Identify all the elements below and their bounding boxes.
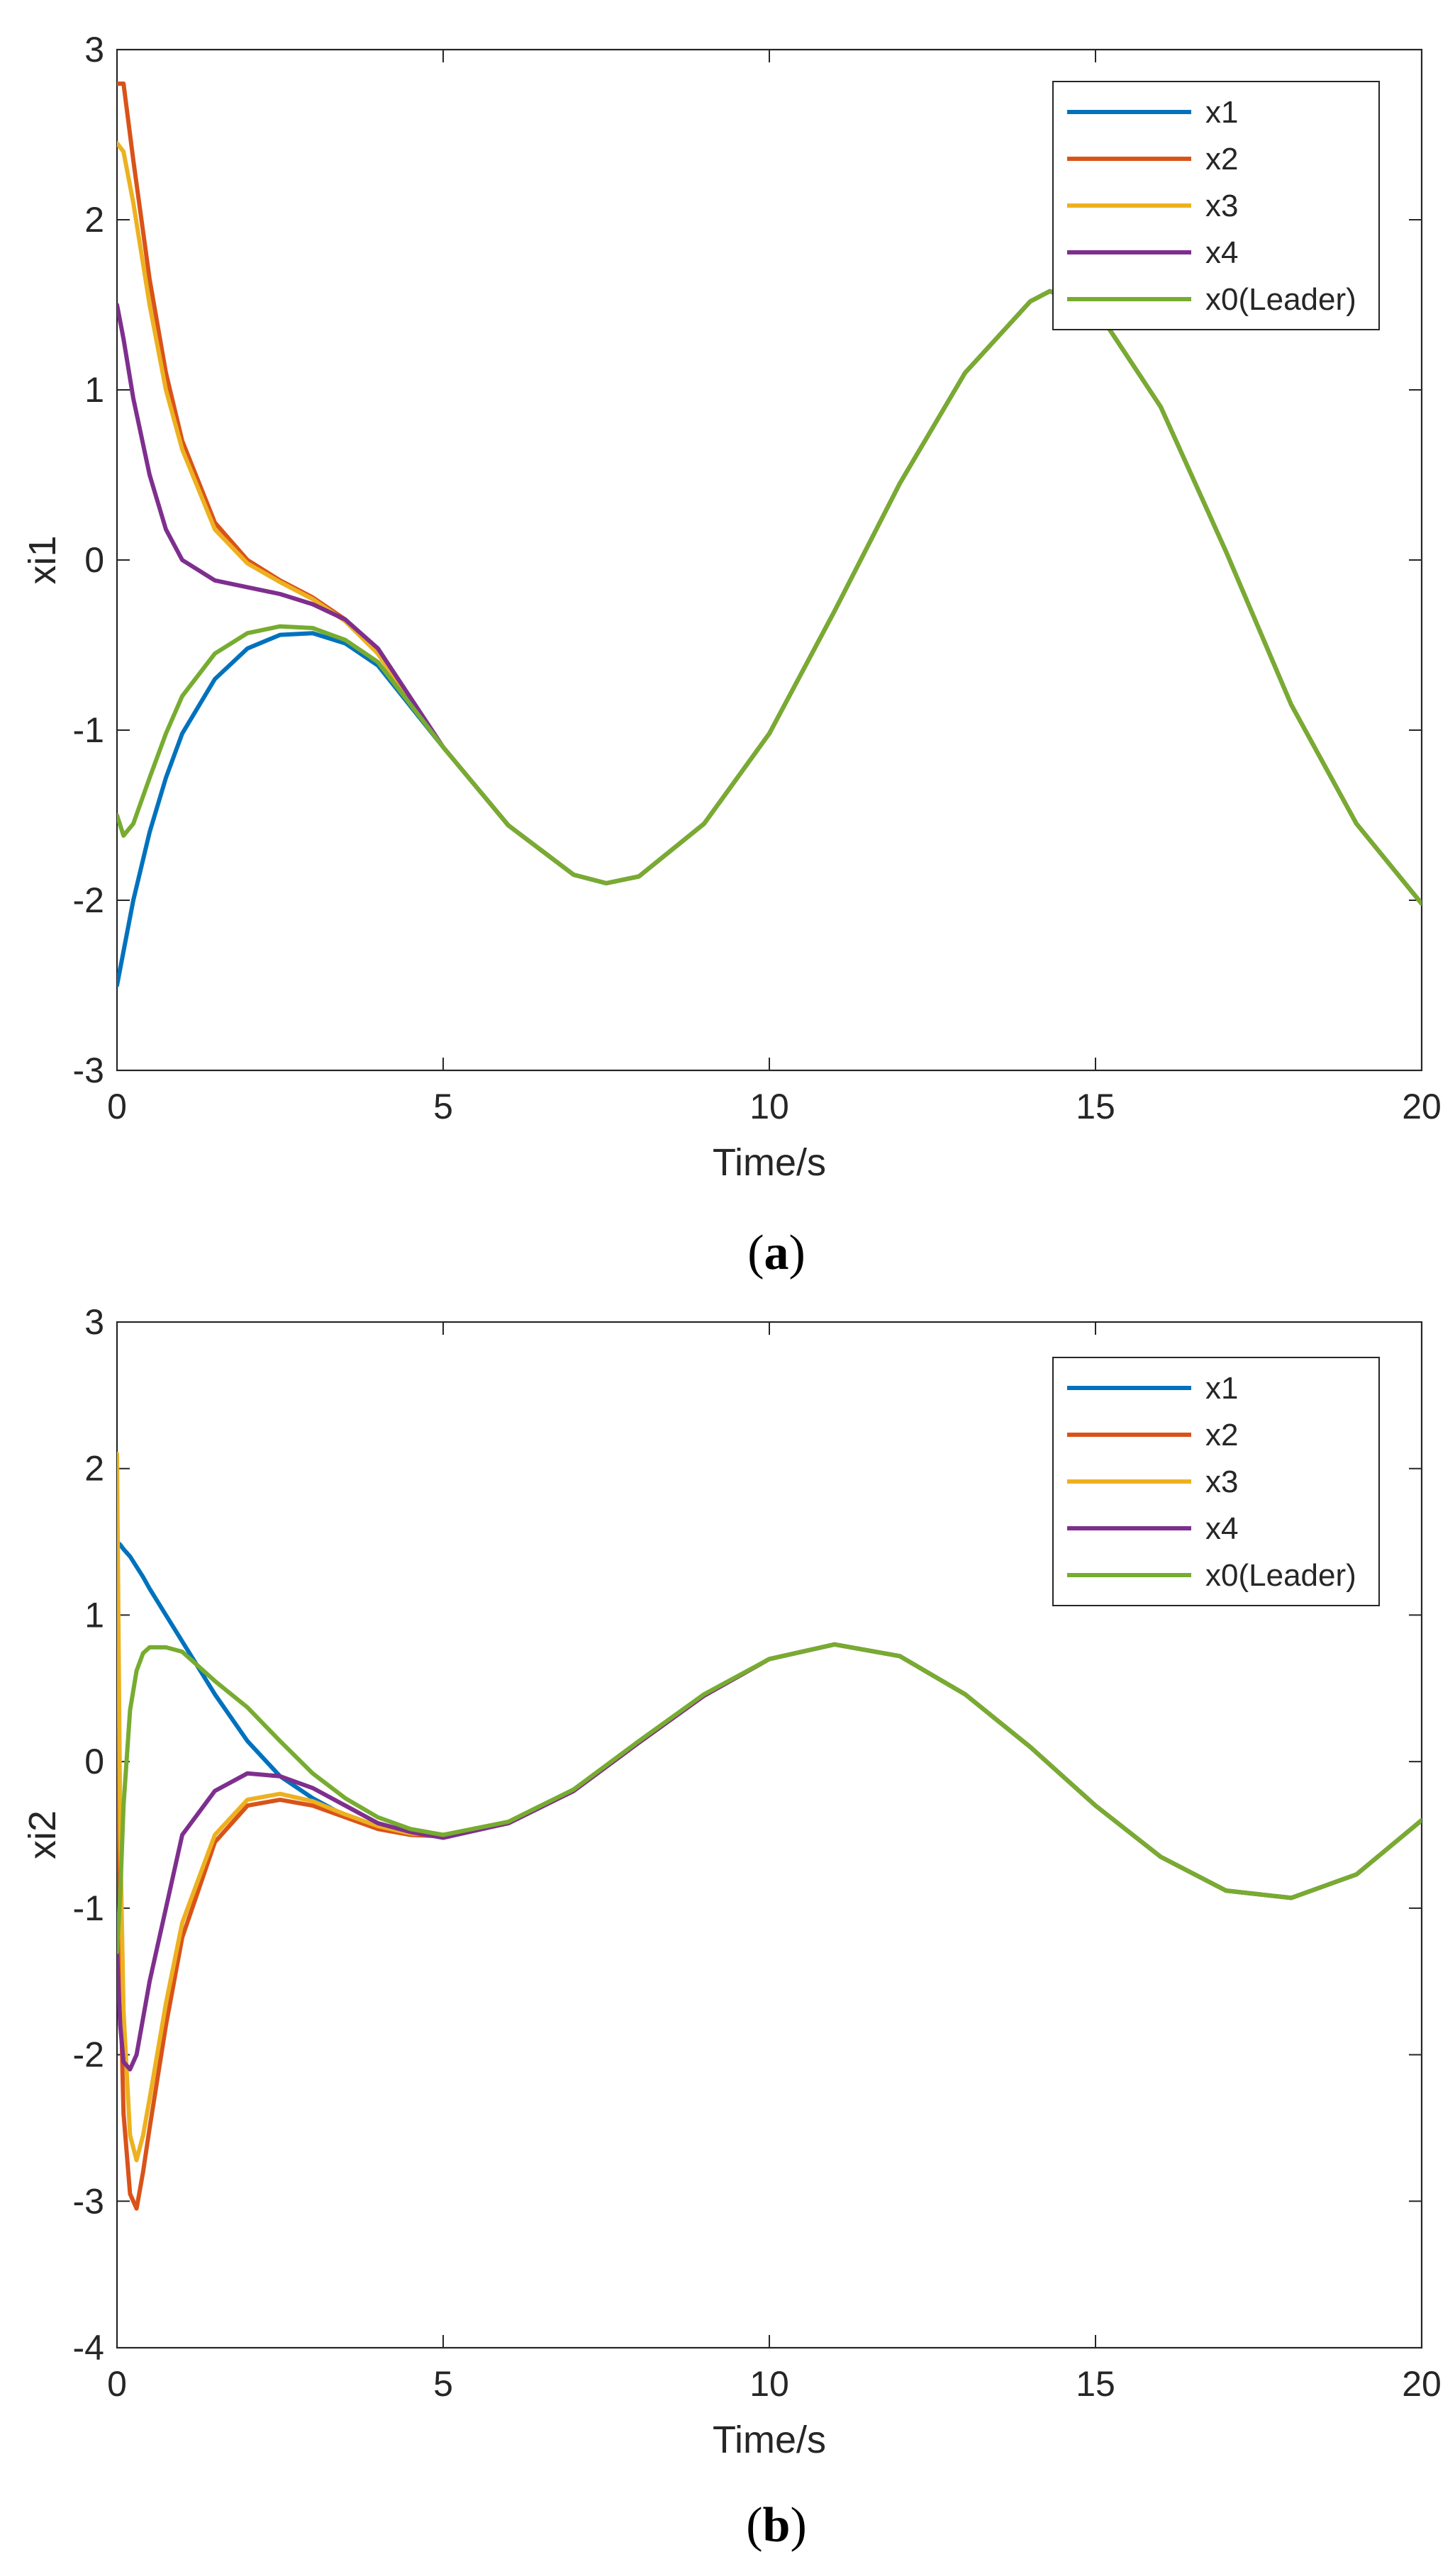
y-tick-label: 0 bbox=[84, 1742, 104, 1781]
legend-label: x4 bbox=[1205, 1511, 1238, 1546]
y-tick-label: -1 bbox=[73, 710, 104, 750]
y-tick-label: 2 bbox=[84, 200, 104, 240]
y-tick-label: -3 bbox=[73, 1051, 104, 1090]
legend: x1 x2 x3 x4 x0(Leader) bbox=[1052, 81, 1380, 330]
y-tick-label: 3 bbox=[84, 30, 104, 69]
x-tick-label: 10 bbox=[749, 1087, 789, 1126]
legend-label: x2 bbox=[1205, 142, 1238, 177]
y-tick-label: 1 bbox=[84, 370, 104, 410]
y-tick-label: 0 bbox=[84, 540, 104, 580]
y-tick-label: -4 bbox=[73, 2328, 104, 2368]
legend-label: x0(Leader) bbox=[1205, 282, 1356, 317]
y-tick-label: 1 bbox=[84, 1595, 104, 1635]
y-tick-label: 2 bbox=[84, 1449, 104, 1489]
chart-panel-b: 0 5 10 15 20 -4 -3 -2 -1 0 1 2 3 Time/s xi2 x1 x2 x3 x4 x0(… bbox=[21, 1302, 1442, 2553]
panel-caption: (a) bbox=[747, 1226, 805, 1280]
legend-label: x0(Leader) bbox=[1205, 1558, 1356, 1593]
legend-label: x3 bbox=[1205, 1465, 1238, 1499]
x-tick-label: 5 bbox=[433, 1087, 453, 1126]
series-line-x0leader bbox=[117, 1642, 1422, 1954]
legend: x1 x2 x3 x4 x0(Leader) bbox=[1052, 1357, 1380, 1606]
y-tick-label: -2 bbox=[73, 2035, 104, 2075]
legend-label: x1 bbox=[1205, 1371, 1238, 1406]
panel-caption-letter: a bbox=[764, 1226, 789, 1280]
y-tick-label: -1 bbox=[73, 1888, 104, 1928]
y-tick-label: 3 bbox=[84, 1302, 104, 1342]
x-tick-label: 0 bbox=[107, 1087, 127, 1126]
legend-label: x2 bbox=[1205, 1418, 1238, 1452]
y-axis-label: xi2 bbox=[21, 1810, 64, 1859]
y-tick-label: -2 bbox=[73, 880, 104, 920]
y-tick-label: -3 bbox=[73, 2181, 104, 2221]
panel-caption-letter: b bbox=[763, 2498, 791, 2553]
x-axis-label: Time/s bbox=[713, 2419, 826, 2461]
x-tick-label: 0 bbox=[107, 2364, 127, 2404]
x-tick-label: 5 bbox=[433, 2364, 453, 2404]
x-tick-label: 20 bbox=[1402, 2364, 1442, 2404]
chart-panel-a: 0 5 10 15 20 -3 -2 -1 0 1 2 3 Time/s xi1 x1 x2 x3 x4 x0(Le… bbox=[21, 30, 1442, 1280]
y-axis-label: xi1 bbox=[21, 535, 64, 584]
x-tick-label: 15 bbox=[1076, 1087, 1115, 1126]
x-tick-label: 10 bbox=[749, 2364, 789, 2404]
x-tick-label: 15 bbox=[1076, 2364, 1115, 2404]
legend-label: x3 bbox=[1205, 189, 1238, 223]
series-group bbox=[117, 1452, 1422, 2211]
legend-label: x1 bbox=[1205, 95, 1238, 130]
x-tick-label: 20 bbox=[1402, 1087, 1442, 1126]
panel-caption: (b) bbox=[746, 2498, 807, 2553]
legend-label: x4 bbox=[1205, 235, 1238, 270]
x-axis-label: Time/s bbox=[713, 1141, 826, 1184]
